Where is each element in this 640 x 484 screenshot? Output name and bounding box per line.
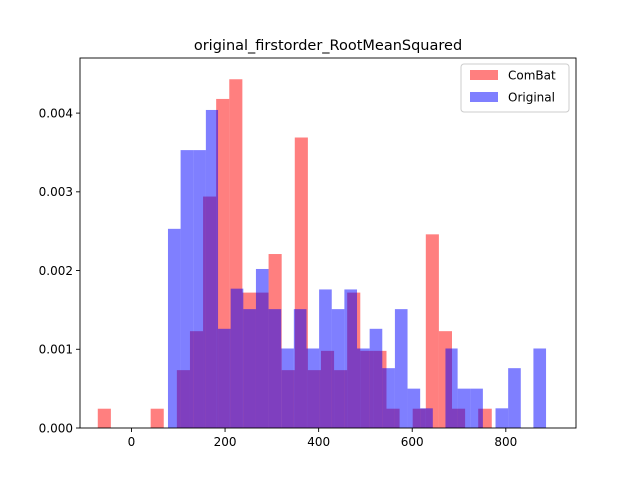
bar-original-19 bbox=[407, 388, 421, 428]
bar-original-29 bbox=[533, 348, 547, 428]
bar-original-1 bbox=[180, 150, 194, 429]
x-tick-label-3: 600 bbox=[401, 435, 424, 449]
bar-original-13 bbox=[331, 309, 345, 428]
y-tick-label-1: 0.001 bbox=[39, 343, 73, 357]
bar-original-2 bbox=[193, 150, 206, 429]
bar-combat-25 bbox=[425, 234, 439, 428]
chart-title: original_firstorder_RootMeanSquared bbox=[194, 38, 462, 54]
bar-original-24 bbox=[470, 388, 483, 428]
x-tick-label-0: 0 bbox=[128, 435, 136, 449]
bar-original-0 bbox=[167, 228, 181, 428]
bar-original-12 bbox=[319, 289, 332, 428]
bar-original-4 bbox=[218, 328, 231, 428]
legend-label-original: Original bbox=[508, 91, 555, 105]
legend-swatch-combat bbox=[470, 70, 498, 80]
bar-original-5 bbox=[230, 288, 244, 428]
bar-original-14 bbox=[344, 289, 358, 428]
bar-original-15 bbox=[357, 348, 370, 428]
bar-original-9 bbox=[281, 348, 294, 428]
x-tick-label-4: 800 bbox=[494, 435, 517, 449]
bar-original-27 bbox=[508, 368, 521, 428]
bar-original-17 bbox=[382, 368, 395, 428]
bar-original-26 bbox=[495, 408, 509, 428]
x-tick-label-2: 400 bbox=[307, 435, 330, 449]
bars-layer bbox=[97, 79, 547, 429]
y-tick-label-2: 0.002 bbox=[39, 264, 73, 278]
bar-original-23 bbox=[457, 388, 471, 428]
legend-swatch-original bbox=[470, 92, 498, 102]
bar-original-7 bbox=[255, 268, 269, 428]
bar-combat-0 bbox=[97, 408, 111, 428]
series-original bbox=[167, 109, 547, 429]
bar-original-10 bbox=[293, 309, 307, 428]
bar-original-8 bbox=[268, 309, 282, 428]
legend-label-combat: ComBat bbox=[508, 69, 556, 83]
x-tick-label-1: 200 bbox=[214, 435, 237, 449]
y-tick-label-3: 0.003 bbox=[39, 185, 73, 199]
axes-layer: 0 200 400 600 800 0.000 0.001 0.002 0.003 0.004 bbox=[39, 57, 577, 449]
bar-original-11 bbox=[306, 348, 320, 428]
bar-original-20 bbox=[420, 408, 433, 428]
bar-original-16 bbox=[369, 328, 383, 428]
plot-frame bbox=[79, 57, 577, 429]
y-tick-label-0: 0.000 bbox=[39, 421, 73, 435]
bar-original-6 bbox=[243, 309, 256, 428]
y-tick-label-4: 0.004 bbox=[39, 106, 73, 120]
bar-original-22 bbox=[445, 348, 458, 428]
bar-original-18 bbox=[394, 309, 408, 428]
bar-combat-4 bbox=[150, 408, 164, 428]
bar-original-3 bbox=[205, 109, 219, 429]
legend: ComBat Original bbox=[460, 63, 570, 113]
